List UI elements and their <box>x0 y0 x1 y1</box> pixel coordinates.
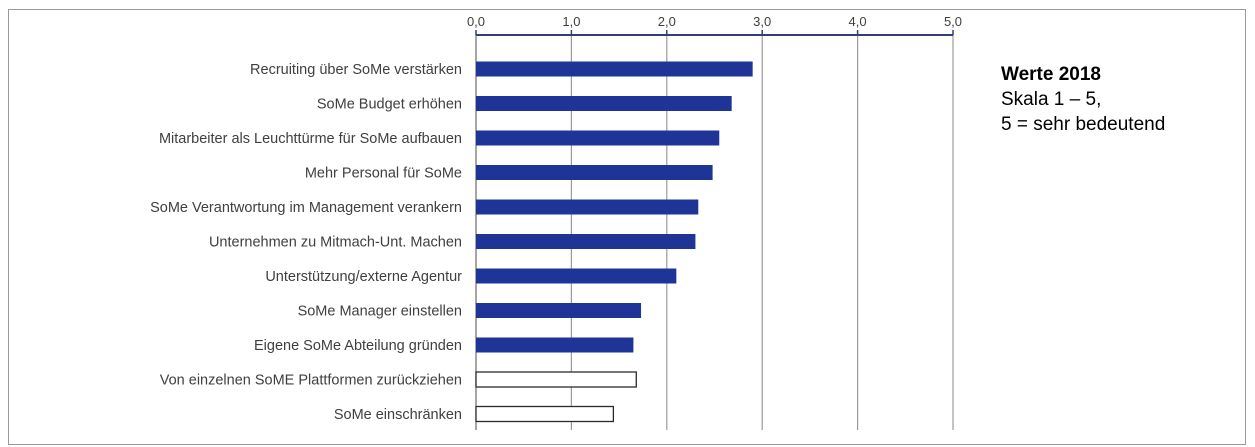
category-label: Unternehmen zu Mitmach-Unt. Machen <box>209 235 462 251</box>
bar <box>476 303 642 318</box>
category-label: Mehr Personal für SoMe <box>305 166 462 182</box>
category-label: SoMe einschränken <box>334 407 462 423</box>
bar <box>476 234 696 249</box>
x-tick-label: 5,0 <box>944 14 962 29</box>
bar <box>475 371 637 388</box>
category-label: SoMe Manager einstellen <box>298 304 462 320</box>
bar <box>475 405 615 423</box>
x-tick-label: 0,0 <box>467 14 485 29</box>
x-tick-label: 2,0 <box>658 14 676 29</box>
x-tick-label: 3,0 <box>753 14 771 29</box>
bar <box>476 337 634 353</box>
bar <box>476 268 677 284</box>
bar <box>476 130 720 146</box>
bar <box>476 165 713 180</box>
x-tick-label: 1,0 <box>562 14 580 29</box>
bar <box>476 96 732 111</box>
x-tick-label: 4,0 <box>849 14 867 29</box>
bar <box>476 199 699 215</box>
category-label: Recruiting über SoMe verstärken <box>250 62 462 78</box>
legend-scale-meaning: 5 = sehr bedeutend <box>1001 114 1166 135</box>
chart-legend-note: Werte 2018 Skala 1 – 5, 5 = sehr bedeute… <box>1001 62 1165 137</box>
category-label: Unterstützung/externe Agentur <box>265 269 462 285</box>
category-label: SoMe Budget erhöhen <box>317 97 462 113</box>
legend-title: Werte 2018 <box>1001 64 1101 85</box>
category-label: Eigene SoMe Abteilung gründen <box>254 338 462 354</box>
legend-scale-text: Skala 1 – 5, <box>1001 89 1102 110</box>
category-label: SoMe Verantwortung im Management veranke… <box>150 200 462 216</box>
category-label: Von einzelnen SoME Plattformen zurückzie… <box>160 373 462 389</box>
bar <box>476 61 753 77</box>
category-label: Mitarbeiter als Leuchttürme für SoMe auf… <box>159 131 462 147</box>
